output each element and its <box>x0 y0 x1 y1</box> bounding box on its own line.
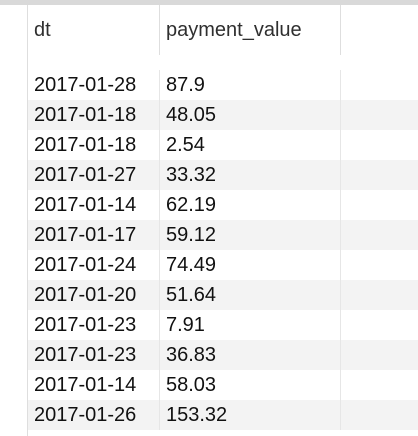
table-row[interactable]: 2017-01-27 33.32 <box>28 160 418 190</box>
table-row[interactable]: 2017-01-17 59.12 <box>28 220 418 250</box>
column-header-dt[interactable]: dt <box>28 5 160 55</box>
cell-payment-value[interactable]: 36.83 <box>160 340 341 370</box>
cell-payment-value[interactable]: 153.32 <box>160 400 341 430</box>
cell-dt[interactable]: 2017-01-18 <box>28 100 160 130</box>
empty-cell <box>341 310 418 340</box>
cell-dt[interactable]: 2017-01-17 <box>28 220 160 250</box>
cell-payment-value[interactable]: 7.91 <box>160 310 341 340</box>
cell-payment-value[interactable]: 48.05 <box>160 100 341 130</box>
table-row[interactable]: 2017-01-18 48.05 <box>28 100 418 130</box>
cell-payment-value[interactable]: 87.9 <box>160 70 341 100</box>
cell-payment-value[interactable]: 58.03 <box>160 370 341 400</box>
table-header-row: dt payment_value <box>28 5 418 55</box>
table-row[interactable]: 2017-01-20 51.64 <box>28 280 418 310</box>
table-body: 2017-01-28 87.9 2017-01-18 48.05 2017-01-18 2… <box>28 70 418 430</box>
table-row[interactable]: 2017-01-28 87.9 <box>28 70 418 100</box>
empty-cell <box>341 340 418 370</box>
cell-payment-value[interactable]: 62.19 <box>160 190 341 220</box>
table-row[interactable]: 2017-01-24 74.49 <box>28 250 418 280</box>
empty-cell <box>341 100 418 130</box>
cell-dt[interactable]: 2017-01-23 <box>28 340 160 370</box>
table-row[interactable]: 2017-01-14 62.19 <box>28 190 418 220</box>
column-header-payment-value[interactable]: payment_value <box>160 5 341 55</box>
cell-dt[interactable]: 2017-01-28 <box>28 70 160 100</box>
cell-dt[interactable]: 2017-01-14 <box>28 370 160 400</box>
cell-dt[interactable]: 2017-01-26 <box>28 400 160 430</box>
results-grid: dt payment_value 2017-01-28 87.9 2017-01-1… <box>0 5 418 436</box>
cell-payment-value[interactable]: 2.54 <box>160 130 341 160</box>
empty-cell <box>341 160 418 190</box>
cell-dt[interactable]: 2017-01-27 <box>28 160 160 190</box>
empty-cell <box>341 130 418 160</box>
cell-dt[interactable]: 2017-01-18 <box>28 130 160 160</box>
cell-payment-value[interactable]: 59.12 <box>160 220 341 250</box>
cell-payment-value[interactable]: 51.64 <box>160 280 341 310</box>
cell-dt[interactable]: 2017-01-14 <box>28 190 160 220</box>
table-row[interactable]: 2017-01-26 153.32 <box>28 400 418 430</box>
row-gutter <box>0 5 28 436</box>
empty-cell <box>341 400 418 430</box>
cell-dt[interactable]: 2017-01-24 <box>28 250 160 280</box>
cell-payment-value[interactable]: 33.32 <box>160 160 341 190</box>
empty-cell <box>341 220 418 250</box>
cell-dt[interactable]: 2017-01-23 <box>28 310 160 340</box>
top-divider <box>0 0 418 5</box>
empty-cell <box>341 370 418 400</box>
table-row[interactable]: 2017-01-18 2.54 <box>28 130 418 160</box>
empty-cell <box>341 70 418 100</box>
empty-cell <box>341 280 418 310</box>
empty-cell <box>341 250 418 280</box>
cell-dt[interactable]: 2017-01-20 <box>28 280 160 310</box>
header-divider <box>28 55 418 56</box>
cell-payment-value[interactable]: 74.49 <box>160 250 341 280</box>
table-row[interactable]: 2017-01-14 58.03 <box>28 370 418 400</box>
table-row[interactable]: 2017-01-23 7.91 <box>28 310 418 340</box>
empty-cell <box>341 190 418 220</box>
table-row[interactable]: 2017-01-23 36.83 <box>28 340 418 370</box>
